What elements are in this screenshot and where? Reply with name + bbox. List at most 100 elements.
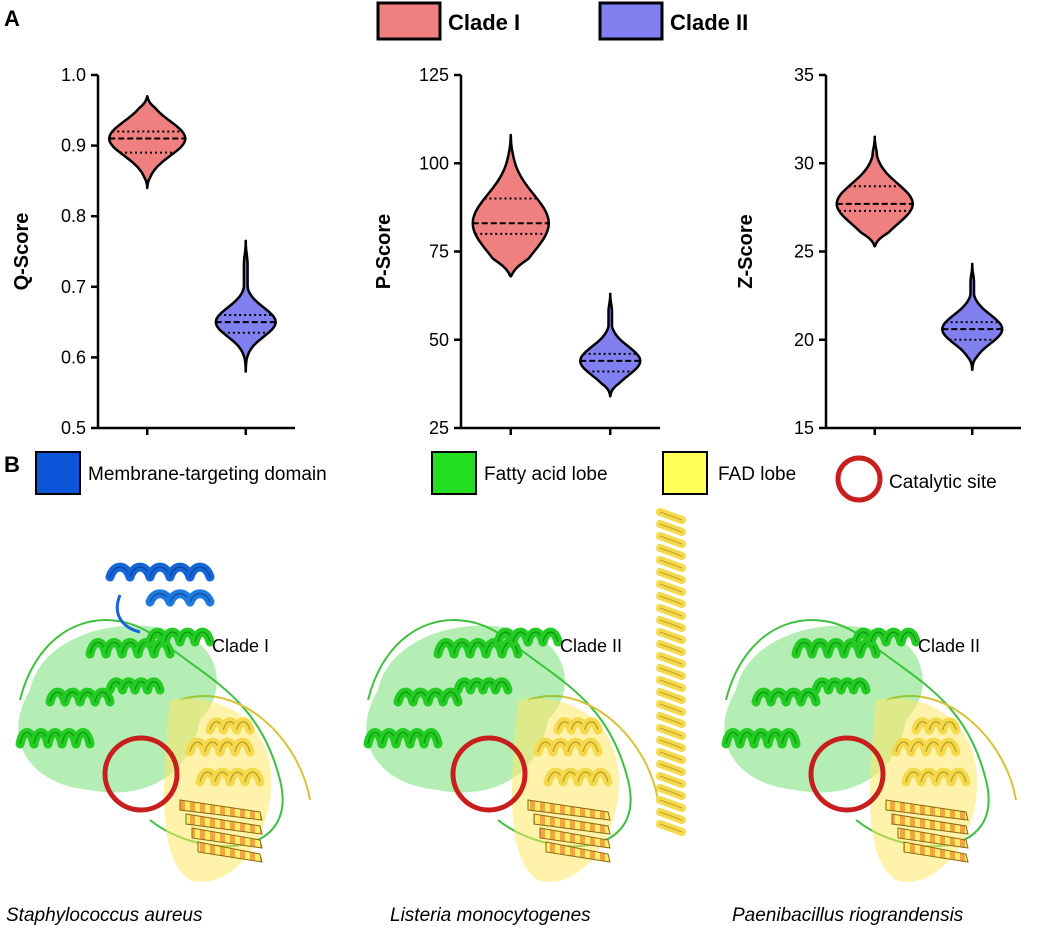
structure-clade-label: Clade II <box>560 636 622 656</box>
fatty-acid-helix-outline <box>542 631 559 643</box>
structure-listeria-monocytogenes: Clade II Listeria monocytogenes <box>363 508 686 926</box>
long-helix-outline <box>659 775 683 785</box>
fatty-acid-helix-outline <box>423 731 439 745</box>
legend-swatch-clade-1 <box>376 1 442 41</box>
fad-beta-strand <box>179 799 263 821</box>
legend-swatch-membrane-domain <box>35 451 81 495</box>
y-tick-label: 125 <box>419 65 449 85</box>
long-helix-outline <box>659 667 683 677</box>
fad-beta-strand <box>897 827 969 849</box>
long-helix-outline <box>659 547 683 557</box>
long-helix-outline <box>659 643 683 653</box>
legend-label-fad-lobe: FAD lobe <box>718 464 796 485</box>
fatty-acid-helix-outline <box>781 731 797 745</box>
fatty-acid-helix <box>896 627 921 647</box>
fad-beta-strand <box>903 841 969 863</box>
y-tick-label: 75 <box>429 242 449 262</box>
y-tick-label: 0.6 <box>61 347 86 367</box>
legend-swatch-fatty-acid-lobe <box>431 451 477 495</box>
fatty-acid-helix-outline <box>146 681 161 691</box>
long-helix-outline <box>659 511 683 521</box>
legend-label-clade-1: Clade I <box>448 10 520 35</box>
legend-label-clade-2: Clade II <box>670 10 748 35</box>
legend-swatch-fad-lobe <box>662 451 708 495</box>
fatty-acid-helix-outline <box>494 681 509 691</box>
violin-clade-1-z-score <box>835 135 914 248</box>
protein-structures: Clade I Staphylococcus aureus Clade II List… <box>6 508 1017 926</box>
q-score-axis-label: Q-Score <box>11 213 33 291</box>
p-score-axis-label: P-Score <box>373 214 395 290</box>
structure-clade-label: Clade I <box>212 636 269 656</box>
violin-clade-1-q-score <box>108 94 187 190</box>
fatty-acid-helix-outline <box>852 681 867 691</box>
coil-loop <box>885 695 1017 801</box>
fad-helix-outline <box>234 741 251 753</box>
q-score-violin-chart: 0.5 0.6 0.7 0.8 0.9 1.0 Q-Score <box>11 65 295 438</box>
long-helix-outline <box>659 739 683 749</box>
y-tick-label: 1.0 <box>61 65 86 85</box>
y-tick-label: 30 <box>794 153 814 173</box>
long-helix-outline <box>659 571 683 581</box>
coil-loop <box>527 695 659 801</box>
long-helix-outline <box>659 715 683 725</box>
z-score-axis-label: Z-Score <box>735 214 757 288</box>
y-tick-label: 25 <box>429 418 449 438</box>
membrane-domain-helix-outline <box>189 593 211 603</box>
long-helix-outline <box>659 823 683 833</box>
structure-species-name: Staphylococcus aureus <box>6 905 203 926</box>
coil-loop <box>179 695 311 801</box>
catalytic-site-ring <box>450 735 528 813</box>
z-score-violin-chart: 15 20 25 30 35 Z-Score <box>735 65 1021 438</box>
y-tick-label: 0.7 <box>61 277 86 297</box>
membrane-domain-helix <box>185 589 215 607</box>
fad-beta-strand <box>527 799 611 821</box>
fad-beta-strand <box>539 827 611 849</box>
structure-species-name: Paenibacillus riograndensis <box>732 905 964 926</box>
long-helix-outline <box>659 631 683 641</box>
fad-helix-outline <box>942 721 957 731</box>
panel-b-legend: Membrane-targeting domain Fatty acid lob… <box>35 451 997 503</box>
long-helix-outline <box>659 799 683 809</box>
legend-swatch-clade-2 <box>598 1 664 41</box>
legend-label-catalytic-site: Catalytic site <box>889 472 997 493</box>
structure-paenibacillus-riograndensis: Clade II Paenibacillus riograndensis <box>721 619 1017 926</box>
long-helix-outline <box>659 595 683 605</box>
membrane-domain-helix-outline <box>189 566 211 578</box>
y-tick-label: 0.8 <box>61 206 86 226</box>
fad-helix-outline <box>940 741 957 753</box>
long-helix-outline <box>659 679 683 689</box>
long-helix-outline <box>659 691 683 701</box>
structure-clade-label: Clade II <box>918 636 980 656</box>
catalytic-site-ring <box>102 735 180 813</box>
legend-label-fatty-acid-lobe: Fatty acid lobe <box>484 464 608 485</box>
y-tick-label: 20 <box>794 330 814 350</box>
violin-clade-2-z-score <box>941 262 1004 372</box>
panel-a-label: A <box>4 6 20 31</box>
fad-helix-outline <box>582 741 599 753</box>
violin-clade-2-q-score <box>214 239 277 373</box>
catalytic-site-ring <box>808 735 886 813</box>
long-helix-outline <box>659 751 683 761</box>
fatty-acid-helix-outline <box>94 691 111 703</box>
fad-beta-strand <box>885 799 969 821</box>
fad-helix-outline <box>592 771 609 783</box>
membrane-domain-helix <box>185 562 215 582</box>
fad-helix-outline <box>950 771 967 783</box>
fatty-acid-helix-outline <box>800 691 817 703</box>
fatty-acid-helix <box>190 627 215 647</box>
fad-beta-strand <box>533 813 611 835</box>
legend-ring-catalytic-site <box>835 455 883 503</box>
fad-helix-outline <box>236 721 251 731</box>
fad-helix-outline <box>244 771 261 783</box>
long-helix-outline <box>659 811 683 821</box>
p-score-violin-chart: 25 50 75 100 125 P-Score <box>373 65 660 438</box>
violin-clade-2-p-score <box>579 292 642 398</box>
long-helix-outline <box>659 763 683 773</box>
membrane-domain-loop <box>116 594 141 634</box>
long-helix-outline <box>659 607 683 617</box>
fatty-acid-helix-outline <box>442 691 459 703</box>
y-tick-label: 100 <box>419 153 449 173</box>
fatty-acid-helix <box>538 627 563 647</box>
